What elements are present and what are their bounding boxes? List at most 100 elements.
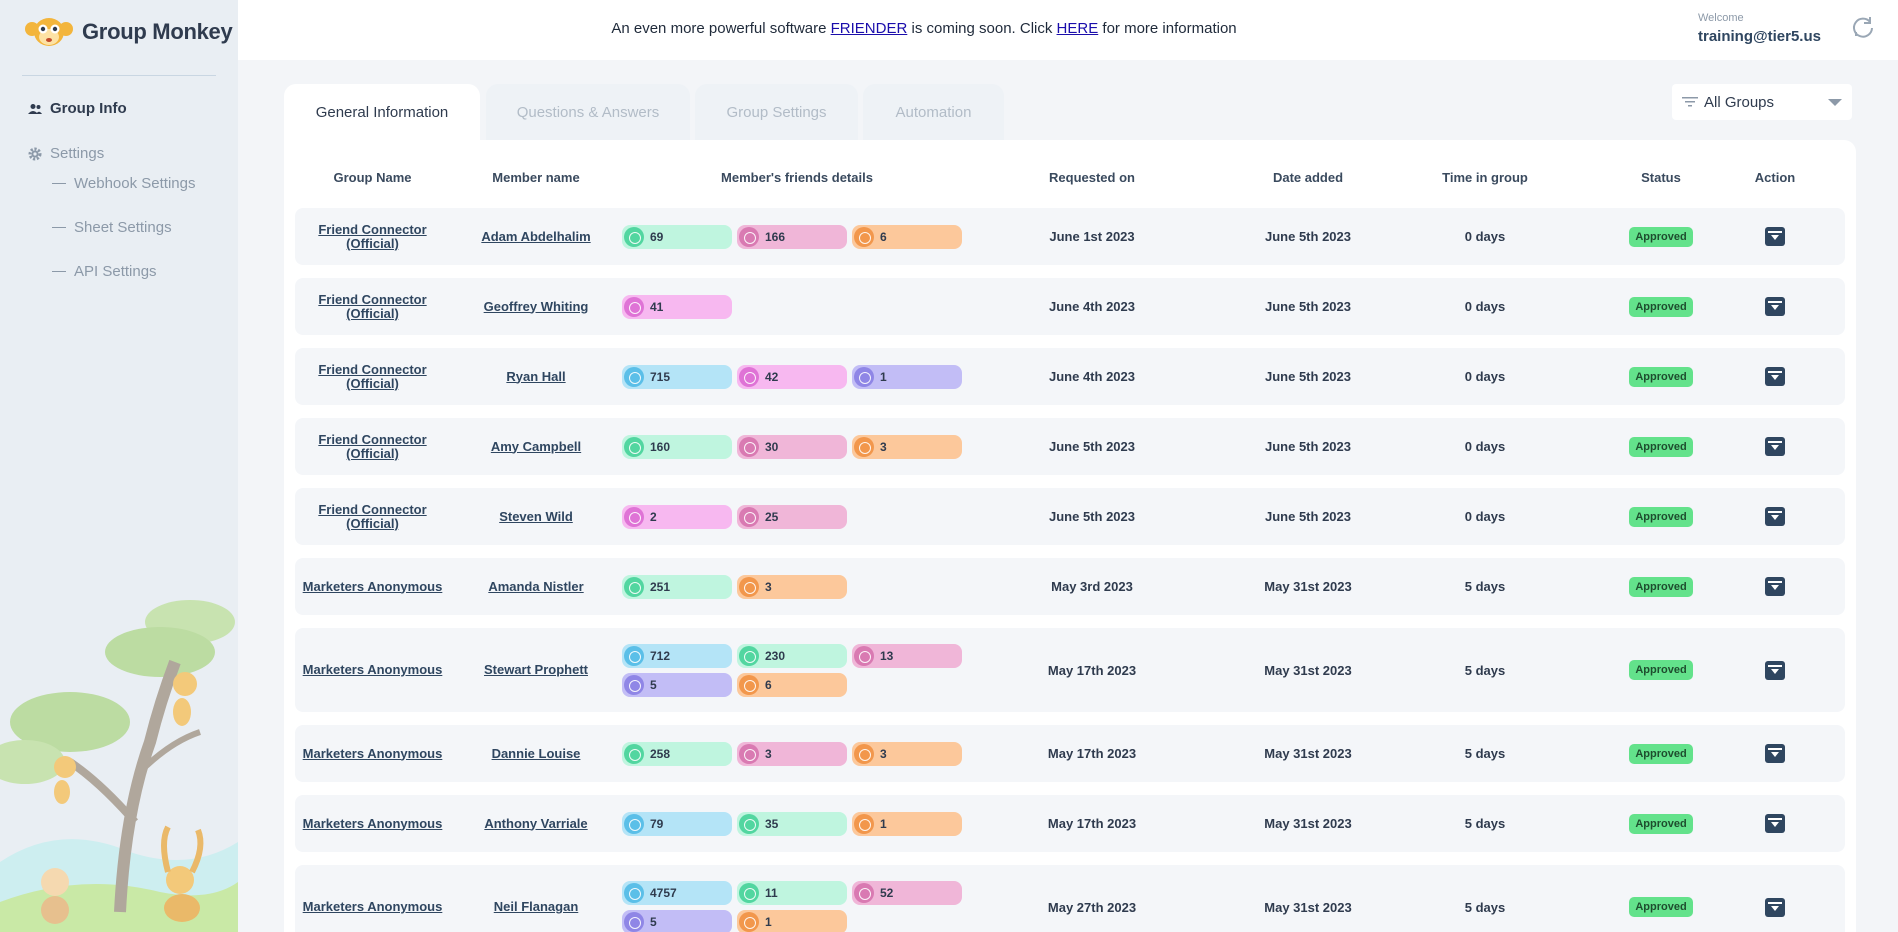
- member-name-link[interactable]: Stewart Prophett: [483, 662, 588, 677]
- member-name-link[interactable]: Amanda Nistler: [488, 578, 584, 594]
- member-name-link[interactable]: Anthony Varriale: [484, 815, 588, 831]
- friend-category-icon: [624, 296, 644, 317]
- group-name-link[interactable]: Friend Connector (Official): [318, 431, 427, 461]
- header-action: Action: [1754, 170, 1796, 185]
- friend-category-icon: [739, 743, 759, 764]
- friend-stat-chip: 11: [737, 880, 847, 905]
- sidebar-item-group-info[interactable]: Group Info: [28, 100, 127, 117]
- group-filter-select[interactable]: All Groups: [1672, 84, 1852, 120]
- group-name-link[interactable]: Marketers Anonymous: [302, 578, 443, 594]
- dash-icon: [52, 271, 66, 272]
- friend-category-icon: [624, 674, 644, 695]
- group-name-link[interactable]: Marketers Anonymous: [302, 899, 443, 914]
- member-name-link[interactable]: Dannie Louise: [491, 745, 581, 761]
- friend-stat-chip: 712: [622, 643, 732, 668]
- group-name-link[interactable]: Marketers Anonymous: [302, 815, 443, 831]
- date-added: May 31st 2023: [1264, 816, 1352, 831]
- tab-general-information[interactable]: General Information: [284, 84, 480, 140]
- friend-stat-chip: 13: [852, 643, 962, 668]
- chevron-down-icon: [1828, 98, 1842, 106]
- friend-stat-chip: 166: [737, 224, 847, 249]
- date-added: May 31st 2023: [1264, 746, 1352, 761]
- sidebar-item-label: Settings: [50, 145, 105, 162]
- tab-group-settings[interactable]: Group Settings: [695, 84, 858, 140]
- tab-questions-answers[interactable]: Questions & Answers: [486, 84, 690, 140]
- friend-category-icon: [854, 743, 874, 764]
- here-link[interactable]: HERE: [1056, 20, 1099, 37]
- friend-count: 1: [880, 369, 887, 384]
- friend-category-icon: [624, 813, 644, 834]
- sidebar-divider: [22, 75, 216, 76]
- friender-link[interactable]: FRIENDER: [830, 20, 908, 37]
- time-in-group: 5 days: [1464, 746, 1506, 761]
- sidebar-subitem-label: Webhook Settings: [74, 175, 196, 192]
- friend-count: 25: [765, 509, 779, 524]
- sidebar-subitem-api[interactable]: API Settings: [52, 263, 157, 280]
- status-badge: Approved: [1629, 366, 1693, 387]
- member-name-link[interactable]: Adam Abdelhalim: [481, 228, 591, 244]
- download-icon[interactable]: [1765, 507, 1785, 526]
- time-in-group: 0 days: [1464, 229, 1506, 244]
- announcement-text-mid: is coming soon. Click: [911, 20, 1053, 37]
- header-status: Status: [1641, 170, 1681, 185]
- gear-icon: [28, 147, 42, 160]
- friend-category-icon: [739, 436, 759, 457]
- member-name-link[interactable]: Neil Flanagan: [493, 899, 579, 914]
- download-icon[interactable]: [1765, 744, 1785, 763]
- requested-on: May 27th 2023: [1047, 899, 1137, 915]
- friend-stat-chip: 3: [852, 741, 962, 766]
- refresh-icon[interactable]: [1850, 14, 1876, 40]
- time-in-group: 0 days: [1464, 509, 1506, 524]
- friend-stat-chip: 42: [737, 364, 847, 389]
- filter-icon: [1682, 97, 1698, 107]
- sidebar-item-label: Group Info: [50, 100, 127, 117]
- member-name-link[interactable]: Ryan Hall: [506, 368, 566, 384]
- group-name-link[interactable]: Friend Connector (Official): [318, 291, 427, 321]
- download-icon[interactable]: [1765, 577, 1785, 596]
- table-row: Friend Connector (Official) Amy Campbell 1…: [295, 418, 1845, 475]
- app-logo[interactable]: Group Monkey: [24, 16, 233, 48]
- friend-stat-chip: 69: [622, 224, 732, 249]
- sidebar-subitem-webhook[interactable]: Webhook Settings: [52, 175, 195, 192]
- download-icon[interactable]: [1765, 227, 1785, 246]
- member-name-link[interactable]: Amy Campbell: [490, 438, 582, 454]
- download-icon[interactable]: [1765, 437, 1785, 456]
- friends-details: 160 30 3: [622, 434, 972, 459]
- download-icon[interactable]: [1765, 660, 1785, 680]
- friend-category-icon: [854, 882, 874, 903]
- download-icon[interactable]: [1765, 367, 1785, 386]
- group-name-link[interactable]: Friend Connector (Official): [318, 361, 427, 391]
- sidebar-item-settings[interactable]: Settings: [28, 145, 104, 162]
- date-added: June 5th 2023: [1265, 369, 1351, 384]
- friend-count: 35: [765, 816, 779, 831]
- download-icon[interactable]: [1765, 297, 1785, 316]
- friend-count: 3: [880, 746, 887, 761]
- member-name-link[interactable]: Steven Wild: [499, 508, 573, 524]
- friend-stat-chip: 41: [622, 294, 732, 319]
- friend-category-icon: [739, 576, 759, 597]
- friends-details: 79 35 1: [622, 811, 972, 836]
- status-badge: Approved: [1629, 576, 1693, 597]
- group-name-link[interactable]: Friend Connector (Official): [318, 501, 427, 531]
- friend-count: 160: [650, 439, 671, 454]
- member-name-link[interactable]: Geoffrey Whiting: [483, 298, 589, 314]
- download-icon[interactable]: [1765, 814, 1785, 833]
- date-added: June 5th 2023: [1265, 299, 1351, 314]
- friend-count: 1: [880, 816, 887, 831]
- group-name-link[interactable]: Marketers Anonymous: [302, 745, 443, 761]
- friend-category-icon: [624, 576, 644, 597]
- tab-automation[interactable]: Automation: [863, 84, 1004, 140]
- requested-on: May 17th 2023: [1047, 746, 1137, 761]
- header-group-name: Group Name: [333, 170, 412, 185]
- sidebar-subitem-sheet[interactable]: Sheet Settings: [52, 219, 172, 236]
- group-name-link[interactable]: Marketers Anonymous: [302, 662, 443, 677]
- group-name-link[interactable]: Friend Connector (Official): [318, 221, 427, 251]
- friend-stat-chip: 1: [852, 811, 962, 836]
- requested-on: May 3rd 2023: [1051, 579, 1133, 594]
- friend-stat-chip: 52: [852, 880, 962, 905]
- download-icon[interactable]: [1765, 897, 1785, 917]
- friend-category-icon: [624, 743, 644, 764]
- header-member-name: Member name: [492, 170, 580, 185]
- friend-stat-chip: 251: [622, 574, 732, 599]
- user-email[interactable]: training@tier5.us: [1698, 28, 1821, 45]
